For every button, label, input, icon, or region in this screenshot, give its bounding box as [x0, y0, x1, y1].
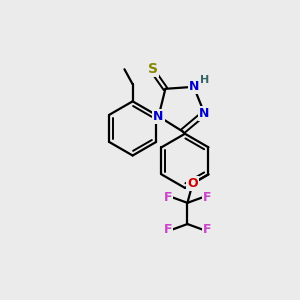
- Text: S: S: [148, 62, 158, 76]
- Text: H: H: [200, 75, 209, 85]
- Text: N: N: [199, 106, 209, 120]
- Text: O: O: [187, 177, 198, 190]
- Text: F: F: [164, 224, 172, 236]
- Text: N: N: [188, 80, 199, 93]
- Text: F: F: [164, 190, 172, 203]
- Text: F: F: [203, 190, 211, 203]
- Text: N: N: [153, 110, 164, 123]
- Text: F: F: [203, 224, 211, 236]
